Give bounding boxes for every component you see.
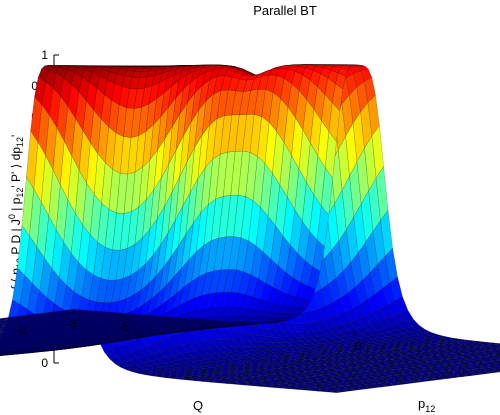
chart-title: Parallel BT — [253, 3, 317, 18]
z-axis-label-text: ∫ ⟨ p12 P D | J0 | p12' P' ⟩ dp12' — [7, 135, 25, 291]
p-axis-label-base: p — [418, 396, 425, 411]
surface-patch — [486, 346, 500, 349]
z-label-sub: 12 — [15, 188, 25, 198]
p-tick-label: -5 — [119, 320, 130, 334]
z-tick-label: 0 — [41, 356, 48, 370]
surface-patch — [490, 369, 500, 372]
z-label-sub: 12 — [15, 137, 25, 147]
surface-patch — [489, 352, 500, 355]
surface-patch — [493, 345, 500, 347]
p-tick-mark — [353, 331, 357, 337]
surface-patch — [487, 349, 500, 352]
z-label-part: ' — [9, 135, 23, 137]
surface-patch — [493, 343, 500, 346]
surface-patch — [488, 368, 500, 371]
surface-patch — [487, 360, 500, 363]
surface-patch — [488, 351, 500, 354]
surface-patch — [486, 347, 500, 350]
z-tick-label: 1 — [41, 48, 48, 62]
q-axis-label: Q — [193, 398, 203, 413]
surface-patch — [497, 352, 500, 354]
z-label-sup: 0 — [7, 214, 17, 219]
surface-patch — [495, 359, 500, 362]
z-label-part: ' P' ⟩ dp — [9, 147, 23, 188]
p-axis-label: p12 — [418, 396, 435, 414]
p-axis-label-sub: 12 — [425, 404, 435, 414]
surface-patch — [495, 348, 500, 351]
surface-patch — [492, 356, 500, 358]
surface-patch — [493, 365, 500, 368]
p-axis-ticks: -505 — [119, 312, 362, 353]
p-tick-mark — [119, 312, 123, 318]
z-axis-label: ∫ ⟨ p12 P D | J0 | p12' P' ⟩ dp12' — [7, 135, 25, 291]
surface-patch — [486, 358, 500, 361]
surface-mesh — [0, 64, 500, 393]
q-tick-label: -2 — [16, 323, 27, 337]
surface-patch — [486, 366, 500, 369]
surface-patch — [495, 367, 500, 369]
surface-patch — [489, 362, 500, 365]
p-tick-label: 0 — [355, 339, 362, 353]
q-tick-label: -3 — [66, 316, 77, 330]
q-axis-ticks: 3210-1-2-3 — [16, 309, 77, 337]
surface-patch — [491, 363, 500, 366]
z-label-part: | p — [9, 197, 23, 214]
surface-patch — [497, 361, 500, 363]
surface-patch — [490, 354, 500, 357]
surface-patch — [496, 350, 500, 352]
